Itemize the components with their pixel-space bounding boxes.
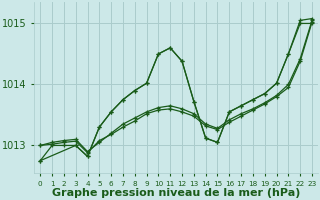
X-axis label: Graphe pression niveau de la mer (hPa): Graphe pression niveau de la mer (hPa) <box>52 188 300 198</box>
